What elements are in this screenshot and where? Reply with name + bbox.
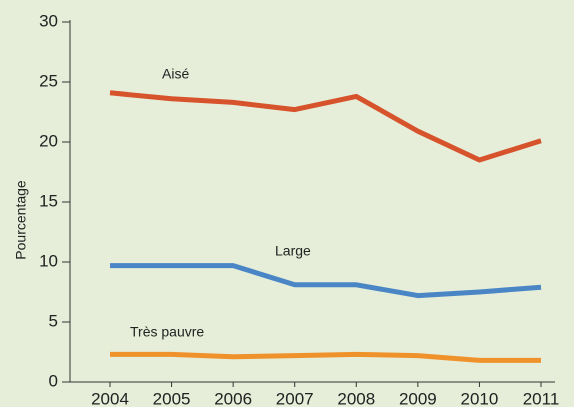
x-tick-label: 2007: [276, 389, 314, 407]
y-tick-label: 5: [49, 311, 58, 330]
x-tick-label: 2011: [523, 389, 560, 407]
y-axis-label: Pourcentage: [13, 180, 29, 260]
series-label: Large: [275, 243, 311, 259]
x-tick-label: 2004: [91, 389, 129, 407]
x-tick-label: 2010: [461, 389, 499, 407]
x-tick-label: 2005: [153, 389, 191, 407]
y-tick-label: 20: [39, 131, 58, 150]
y-tick-label: 0: [49, 371, 58, 390]
series-label: Aisé: [162, 66, 189, 82]
series-line: [109, 90, 542, 163]
x-tick-label: 2006: [214, 389, 252, 407]
series-label: Très pauvre: [130, 324, 204, 340]
y-tick-label: 15: [39, 191, 58, 210]
y-tick-label: 25: [39, 71, 58, 90]
y-tick-label: 30: [39, 11, 58, 30]
x-tick-label: 2009: [399, 389, 437, 407]
series-line: [110, 351, 541, 363]
y-tick-label: 10: [39, 251, 58, 270]
x-tick-label: 2008: [337, 389, 375, 407]
series-line: [110, 263, 542, 299]
